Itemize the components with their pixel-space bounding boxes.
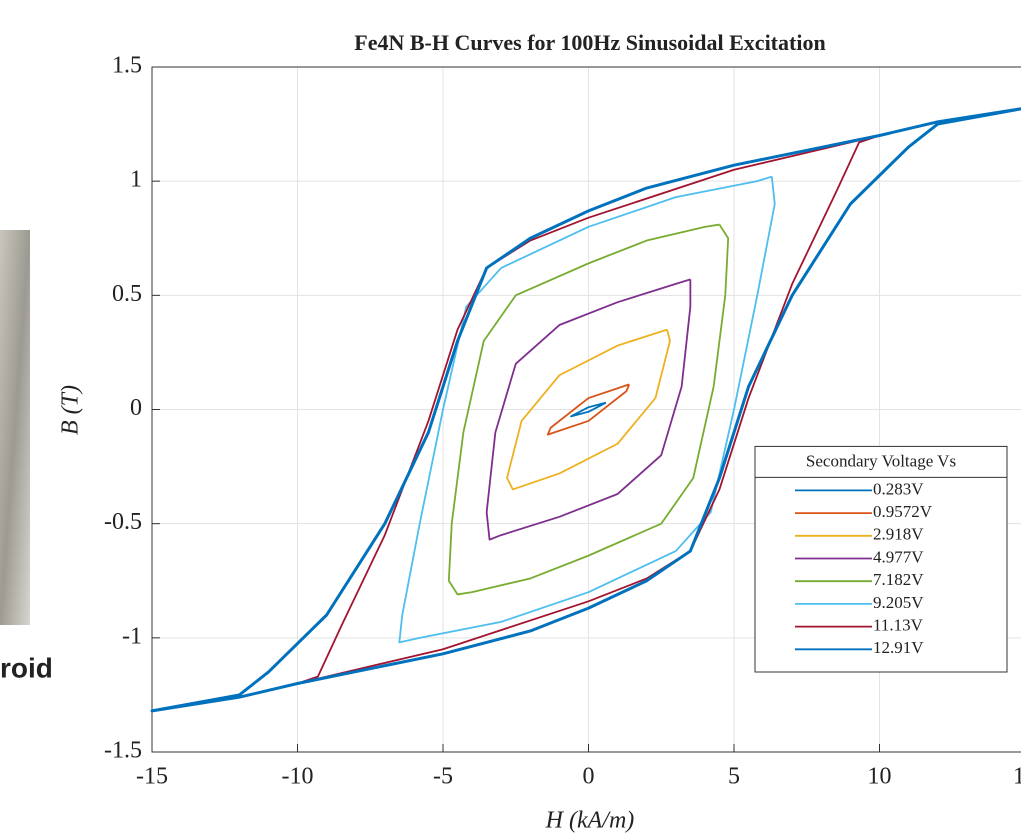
series-line bbox=[447, 223, 730, 596]
photo-fragment bbox=[0, 230, 30, 625]
series-line bbox=[398, 175, 776, 644]
x-tick-label: -15 bbox=[136, 764, 168, 790]
x-tick-label: 15 bbox=[1013, 764, 1021, 790]
y-axis-label: B (T) bbox=[58, 385, 84, 435]
y-tick-label: -0.5 bbox=[104, 509, 142, 535]
y-tick-label: -1 bbox=[122, 623, 142, 649]
chart-title: Fe4N B-H Curves for 100Hz Sinusoidal Exc… bbox=[354, 30, 825, 55]
series-line bbox=[150, 107, 1021, 713]
x-tick-label: 5 bbox=[728, 764, 740, 790]
side-caption: roid bbox=[0, 652, 53, 683]
y-tick-label: 0 bbox=[130, 395, 142, 421]
legend-label: 0.283V bbox=[873, 479, 924, 498]
x-tick-label: 10 bbox=[868, 764, 892, 790]
legend-title: Secondary Voltage Vs bbox=[806, 451, 956, 470]
y-tick-label: 1.5 bbox=[112, 53, 142, 79]
y-tick-label: 1 bbox=[130, 167, 142, 193]
series-line bbox=[570, 401, 607, 418]
y-tick-label: -1.5 bbox=[104, 738, 142, 764]
x-tick-label: -5 bbox=[433, 764, 453, 790]
legend-label: 2.918V bbox=[873, 525, 924, 544]
legend-label: 11.13V bbox=[873, 616, 924, 635]
legend-label: 0.9572V bbox=[873, 502, 933, 521]
series-line bbox=[546, 383, 631, 436]
legend-label: 7.182V bbox=[873, 570, 924, 589]
x-tick-label: 0 bbox=[583, 764, 595, 790]
axes-box bbox=[151, 66, 1021, 753]
legend-label: 4.977V bbox=[873, 547, 924, 566]
legend-label: 12.91V bbox=[873, 638, 924, 657]
legend-label: 9.205V bbox=[873, 593, 924, 612]
x-tick-label: -10 bbox=[282, 764, 314, 790]
series-line bbox=[485, 278, 692, 541]
x-axis-label: H (kA/m) bbox=[545, 808, 635, 834]
series-line bbox=[506, 328, 671, 491]
y-tick-label: 0.5 bbox=[112, 281, 142, 307]
